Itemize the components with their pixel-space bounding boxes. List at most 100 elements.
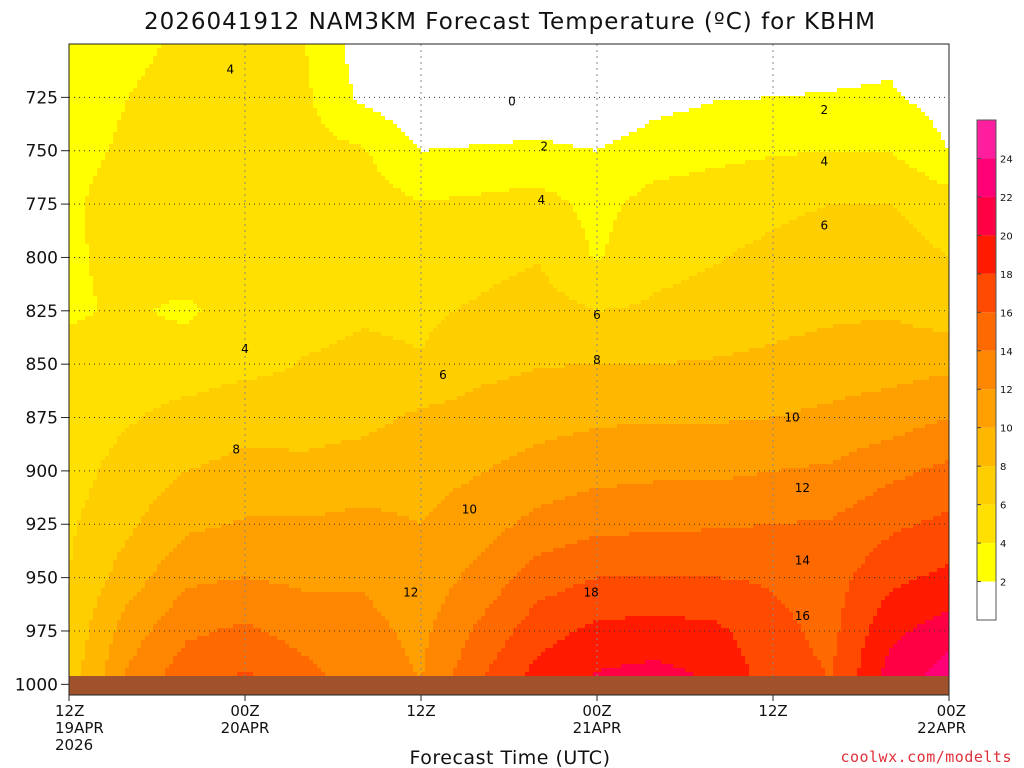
temperature-cell (69, 124, 74, 129)
temperature-cell (237, 112, 242, 117)
temperature-cell (613, 132, 618, 137)
temperature-cell (889, 64, 894, 69)
temperature-cell (373, 80, 378, 85)
temperature-cell (493, 104, 498, 109)
temperature-cell (341, 52, 346, 57)
temperature-cell (661, 96, 666, 101)
temperature-cell (165, 56, 170, 61)
temperature-cell (861, 44, 866, 49)
temperature-cell (813, 120, 818, 125)
temperature-cell (373, 92, 378, 97)
temperature-cell (797, 80, 802, 85)
temperature-cell (841, 104, 846, 109)
temperature-cell (929, 72, 934, 77)
temperature-cell (901, 116, 906, 121)
temperature-cell (765, 84, 770, 89)
temperature-cell (709, 56, 714, 61)
temperature-cell (441, 108, 446, 113)
temperature-cell (785, 68, 790, 73)
temperature-cell (541, 112, 546, 117)
temperature-cell (601, 132, 606, 137)
temperature-cell (593, 68, 598, 73)
temperature-cell (909, 108, 914, 113)
temperature-cell (901, 48, 906, 53)
temperature-cell (729, 100, 734, 105)
temperature-cell (293, 80, 298, 85)
temperature-cell (565, 88, 570, 93)
temperature-cell (189, 56, 194, 61)
temperature-cell (405, 84, 410, 89)
temperature-cell (265, 72, 270, 77)
temperature-cell (913, 84, 918, 89)
temperature-cell (329, 56, 334, 61)
temperature-cell (609, 52, 614, 57)
temperature-cell (149, 52, 154, 57)
temperature-cell (797, 124, 802, 129)
temperature-cell (273, 108, 278, 113)
temperature-cell (445, 112, 450, 117)
temperature-cell (101, 60, 106, 65)
temperature-cell (173, 124, 178, 129)
temperature-cell (77, 96, 82, 101)
temperature-cell (129, 96, 134, 101)
temperature-cell (637, 48, 642, 53)
temperature-cell (849, 48, 854, 53)
temperature-cell (529, 88, 534, 93)
temperature-cell (453, 48, 458, 53)
temperature-cell (781, 128, 786, 133)
temperature-cell (445, 124, 450, 129)
temperature-cell (241, 84, 246, 89)
temperature-cell (145, 84, 150, 89)
temperature-cell (669, 68, 674, 73)
temperature-cell (825, 80, 830, 85)
temperature-cell (749, 92, 754, 97)
temperature-cell (657, 120, 662, 125)
temperature-cell (393, 96, 398, 101)
temperature-cell (725, 60, 730, 65)
temperature-cell (761, 76, 766, 81)
temperature-cell (453, 56, 458, 61)
temperature-cell (761, 80, 766, 85)
temperature-cell (537, 116, 542, 121)
temperature-cell (77, 120, 82, 125)
temperature-cell (269, 52, 274, 57)
temperature-cell (773, 60, 778, 65)
temperature-cell (105, 52, 110, 57)
temperature-cell (713, 72, 718, 77)
temperature-cell (269, 76, 274, 81)
temperature-cell (269, 80, 274, 85)
temperature-cell (809, 48, 814, 53)
temperature-cell (501, 132, 506, 137)
temperature-cell (213, 68, 218, 73)
temperature-cell (181, 48, 186, 53)
temperature-cell (81, 60, 86, 65)
temperature-cell (197, 108, 202, 113)
temperature-cell (121, 68, 126, 73)
temperature-cell (225, 68, 230, 73)
temperature-cell (485, 92, 490, 97)
temperature-cell (805, 76, 810, 81)
temperature-cell (641, 76, 646, 81)
temperature-cell (573, 132, 578, 137)
temperature-cell (453, 112, 458, 117)
temperature-cell (525, 88, 530, 93)
temperature-cell (717, 100, 722, 105)
temperature-cell (181, 116, 186, 121)
temperature-cell (441, 88, 446, 93)
temperature-cell (785, 116, 790, 121)
temperature-cell (249, 48, 254, 53)
temperature-cell (397, 88, 402, 93)
temperature-cell (353, 72, 358, 77)
temperature-cell (317, 116, 322, 121)
temperature-cell (149, 60, 154, 65)
temperature-cell (581, 52, 586, 57)
temperature-cell (865, 68, 870, 73)
temperature-cell (137, 104, 142, 109)
temperature-cell (757, 76, 762, 81)
temperature-cell (445, 100, 450, 105)
temperature-cell (393, 44, 398, 49)
temperature-cell (389, 48, 394, 53)
temperature-cell (937, 52, 942, 57)
temperature-cell (341, 120, 346, 125)
temperature-cell (393, 80, 398, 85)
